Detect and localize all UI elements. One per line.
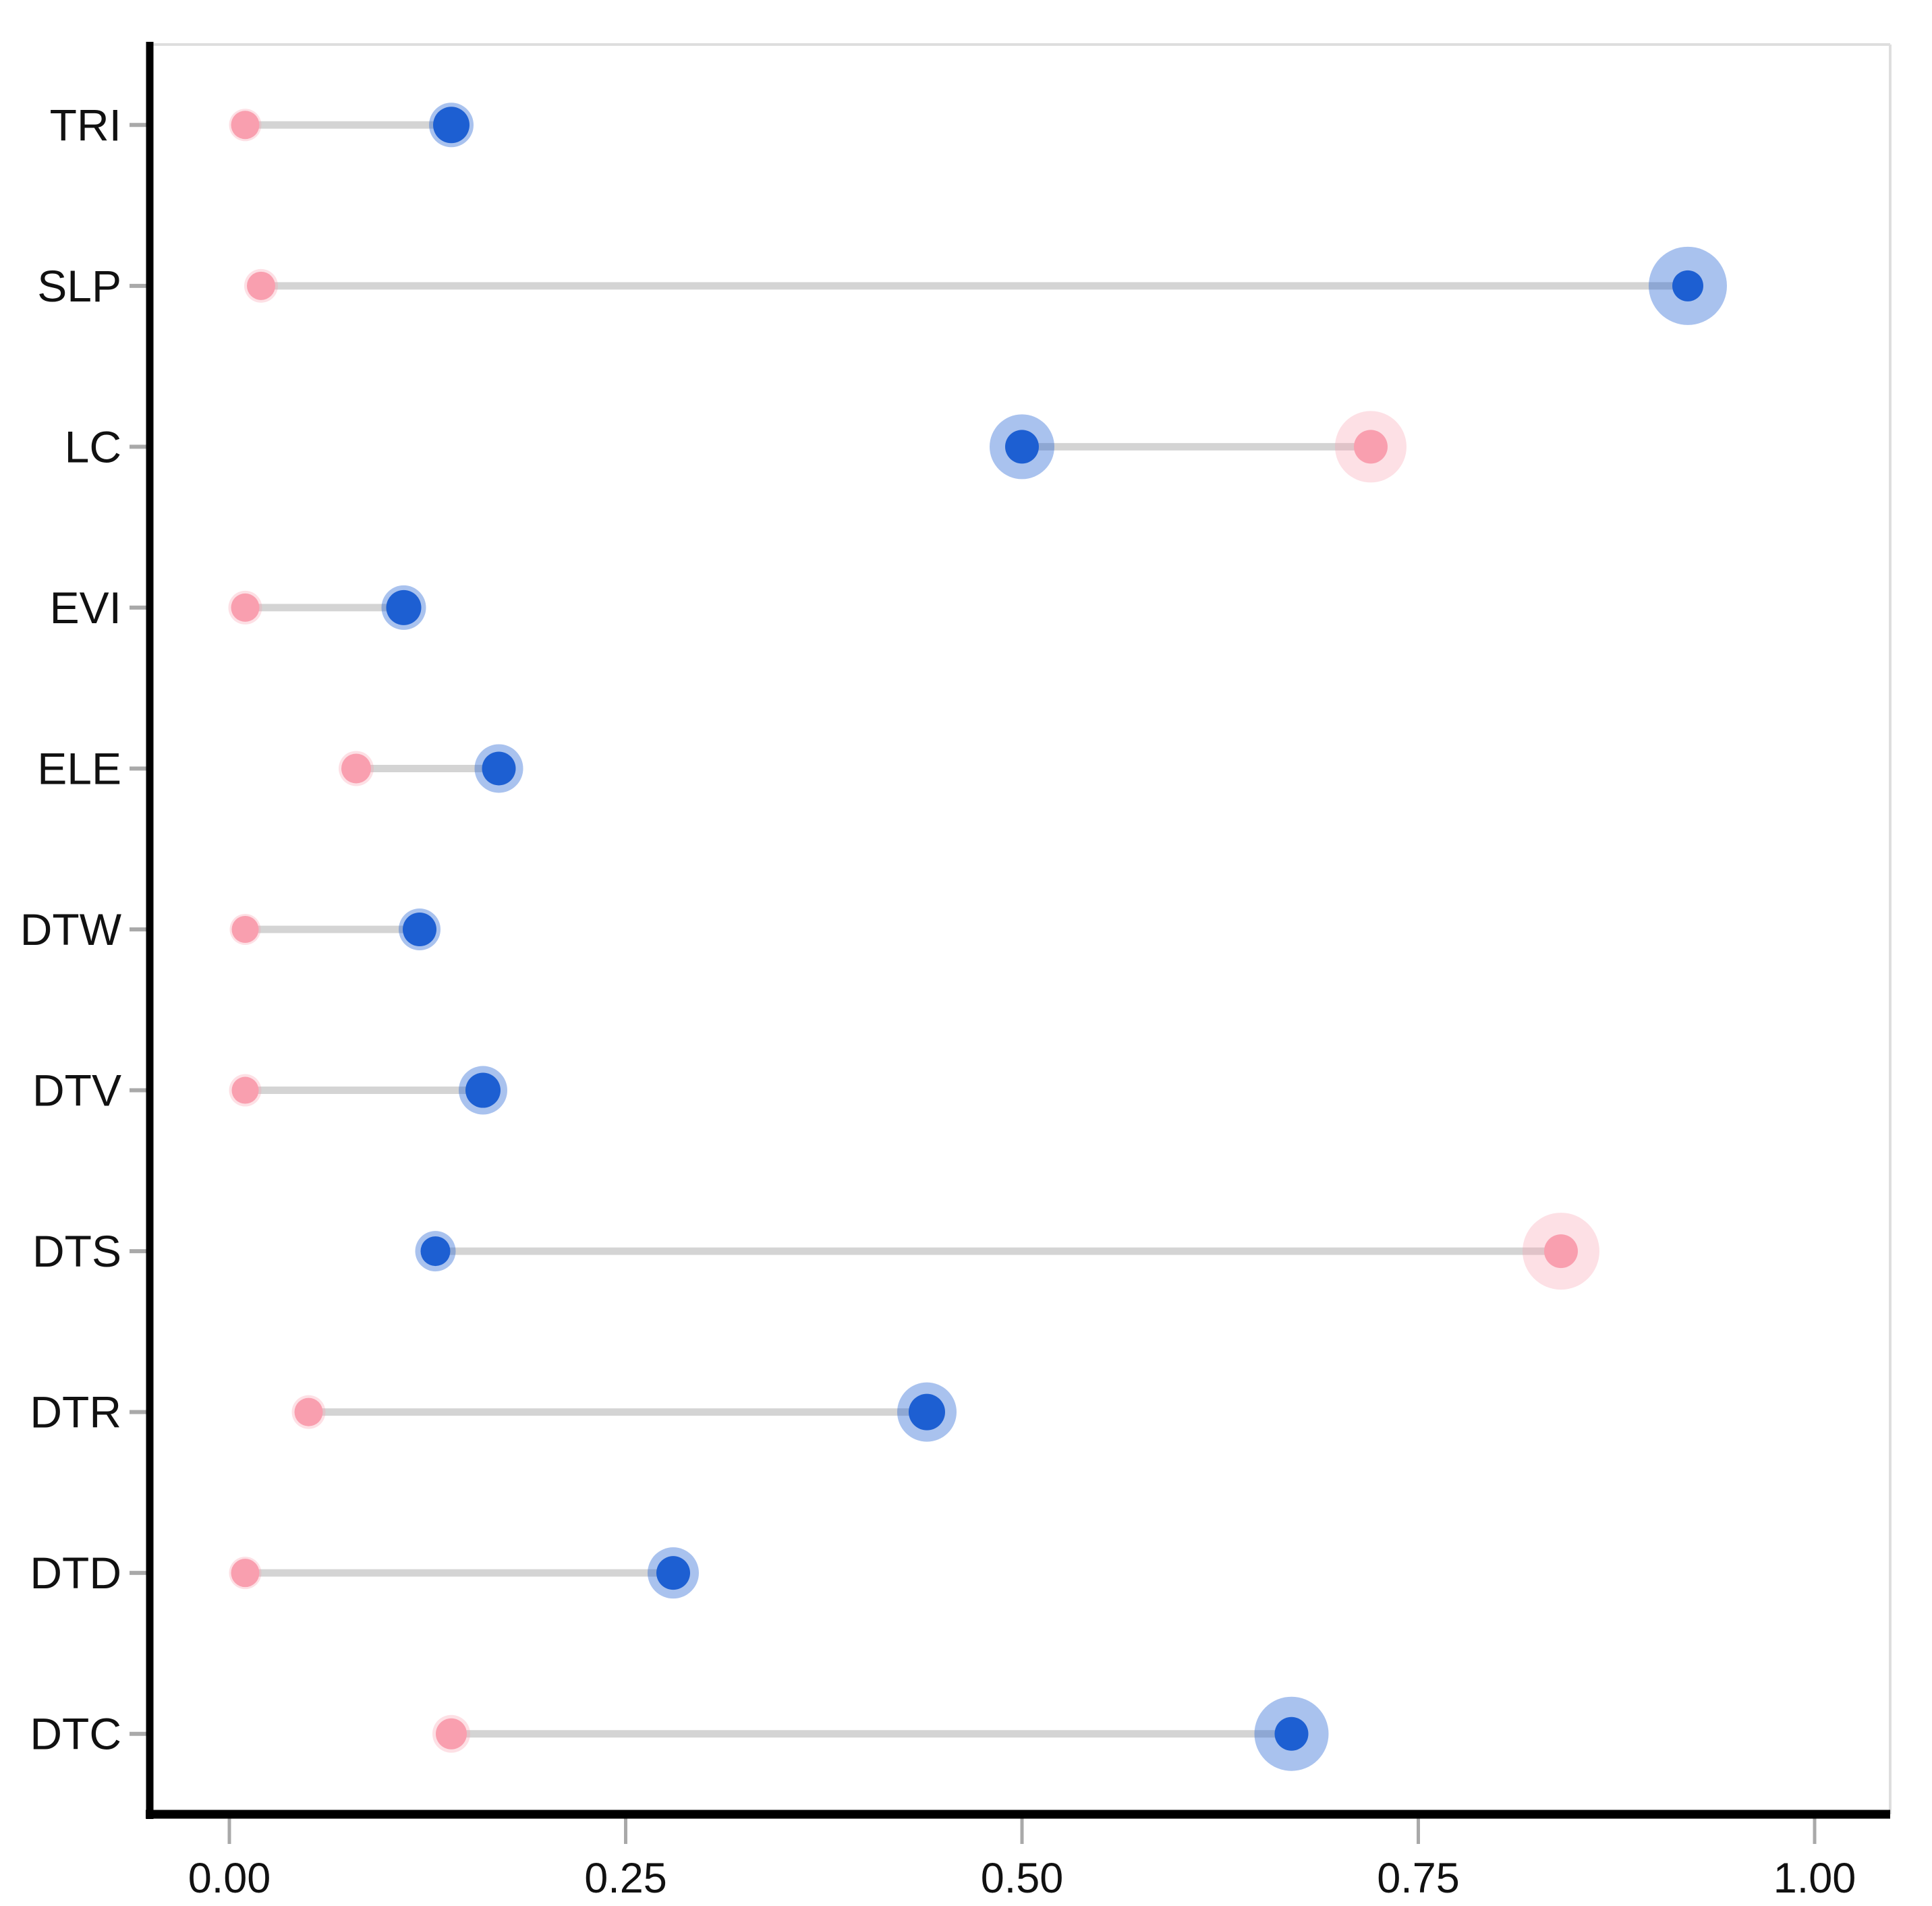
blue-dot	[420, 1236, 451, 1267]
pink-dot	[341, 753, 371, 784]
y-tick-label: LC	[65, 422, 121, 471]
pink-dot	[1544, 1234, 1578, 1269]
y-tick-label: EVI	[50, 583, 121, 633]
pink-dot	[231, 593, 260, 622]
blue-dot	[403, 913, 436, 946]
x-tick-label: 0.25	[584, 1855, 667, 1902]
blue-dot	[1005, 430, 1039, 464]
x-tick-label: 0.50	[981, 1855, 1064, 1902]
y-tick-label: TRI	[50, 100, 121, 150]
y-tick-label: DTD	[30, 1548, 121, 1598]
y-tick-label: DTR	[30, 1387, 121, 1437]
blue-dot	[386, 589, 422, 625]
x-tick-label: 0.00	[188, 1855, 271, 1902]
pink-dot	[231, 916, 259, 943]
pink-dot	[231, 111, 260, 140]
x-tick-label: 1.00	[1773, 1855, 1856, 1902]
y-tick-label: DTC	[30, 1709, 121, 1759]
blue-dot	[656, 1556, 690, 1590]
blue-dot	[482, 751, 516, 786]
pink-dot	[231, 1559, 260, 1588]
blue-dot	[433, 107, 470, 144]
blue-dot	[1274, 1716, 1309, 1751]
y-tick-label: DTS	[32, 1226, 121, 1276]
y-tick-label: SLP	[37, 261, 121, 311]
x-tick-label: 0.75	[1377, 1855, 1460, 1902]
blue-dot	[1672, 270, 1703, 301]
pink-dot	[294, 1397, 323, 1426]
pink-dot	[436, 1718, 467, 1750]
blue-dot	[909, 1393, 945, 1431]
y-tick-label: ELE	[37, 743, 121, 793]
pink-dot	[247, 271, 275, 300]
pink-dot	[231, 1076, 259, 1104]
blue-dot	[465, 1072, 501, 1108]
y-tick-label: DTW	[20, 904, 122, 954]
pink-dot	[1354, 430, 1388, 464]
y-tick-label: DTV	[32, 1066, 121, 1116]
